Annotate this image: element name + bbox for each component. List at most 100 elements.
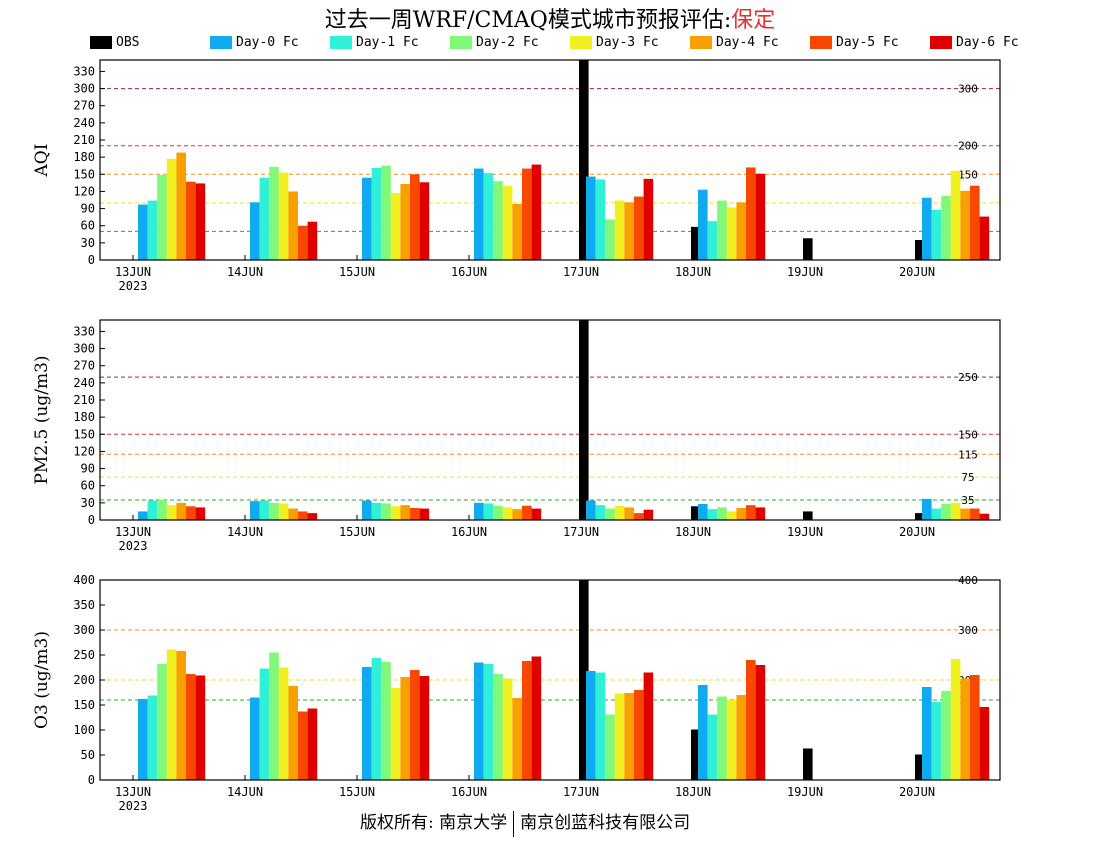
x-tick-label: 18JUN (675, 265, 711, 279)
y-tick-label: 90 (81, 202, 95, 216)
y-tick-label: 330 (73, 324, 95, 338)
legend-swatch (210, 36, 232, 49)
legend-label: Day-6 Fc (956, 35, 1019, 50)
bar-day-0-fc (138, 204, 148, 260)
legend-label: Day-4 Fc (716, 35, 779, 50)
bar-day-4-fc (400, 505, 410, 520)
legend-label: Day-2 Fc (476, 35, 539, 50)
plot-frame (99, 59, 1001, 261)
bar-day-6-fc (531, 656, 542, 780)
bar-obs (691, 226, 701, 260)
bar-day-5-fc (186, 674, 196, 780)
x-tick-label: 13JUN (115, 525, 151, 539)
bar-day-0-fc (474, 662, 484, 780)
bar-day-0-fc (474, 502, 484, 520)
bar-day-3-fc (502, 185, 513, 260)
y-tick-label: 60 (81, 219, 95, 233)
bar-day-4-fc (512, 698, 522, 780)
y-tick-label: 200 (73, 673, 95, 687)
bar-day-4-fc (736, 695, 746, 780)
bar-day-2-fc (493, 181, 503, 260)
bar-day-0-fc (586, 176, 596, 260)
bar-day-3-fc (166, 649, 177, 780)
legend-swatch (450, 36, 472, 49)
bar-day-6-fc (643, 672, 654, 780)
bar-day-5-fc (298, 225, 308, 260)
bar-day-6-fc (979, 707, 990, 780)
legend-item-day-0-fc: Day-0 Fc (210, 35, 299, 51)
bar-day-0-fc (138, 511, 148, 520)
legend-swatch (330, 36, 352, 49)
y-tick-label: 300 (73, 342, 95, 356)
bar-obs (803, 748, 813, 780)
bar-day-5-fc (634, 196, 644, 260)
x-tick-label: 20JUN (899, 265, 935, 279)
footer-company: 南京创蓝科技有限公司 (520, 813, 691, 833)
reference-line-label: 150 (958, 428, 978, 441)
bar-day-1-fc (483, 173, 494, 260)
bar-day-3-fc (950, 502, 961, 520)
x-tick-label: 13JUN (115, 785, 151, 799)
bar-obs (579, 60, 589, 260)
bar-day-6-fc (195, 183, 206, 260)
bar-day-5-fc (522, 661, 532, 780)
bar-day-1-fc (147, 695, 158, 780)
bar-day-5-fc (186, 181, 196, 260)
bar-day-3-fc (278, 172, 289, 260)
bar-obs (803, 238, 813, 260)
y-axis-label: AQI (32, 144, 52, 178)
x-tick-label: 20JUN (899, 785, 935, 799)
bar-day-2-fc (605, 714, 615, 780)
reference-line-label: 115 (958, 448, 978, 461)
y-tick-label: 210 (73, 393, 95, 407)
bar-day-6-fc (307, 708, 318, 780)
bar-day-4-fc (176, 152, 186, 260)
bar-day-2-fc (717, 507, 727, 520)
bar-day-3-fc (278, 667, 289, 780)
bar-obs (915, 240, 925, 260)
bar-day-2-fc (493, 505, 503, 520)
bar-day-0-fc (586, 500, 596, 520)
bar-obs (579, 580, 589, 780)
bar-day-6-fc (419, 508, 430, 520)
y-axis-label: O3 (ug/m3) (32, 631, 52, 729)
y-tick-label: 400 (73, 573, 95, 587)
plot-frame (99, 319, 1001, 521)
bar-day-6-fc (643, 509, 654, 520)
bar-day-2-fc (157, 664, 167, 780)
x-tick-label: 14JUN (227, 525, 263, 539)
bar-day-2-fc (941, 504, 951, 520)
x-tick-label: 16JUN (451, 265, 487, 279)
chart-title-city: 保定 (731, 8, 776, 33)
bar-day-6-fc (307, 513, 318, 520)
bar-day-3-fc (614, 200, 625, 260)
x-tick-label: 15JUN (339, 265, 375, 279)
bar-day-6-fc (531, 508, 542, 520)
bar-day-6-fc (755, 507, 766, 520)
bar-day-0-fc (698, 189, 708, 260)
legend: OBS Day-0 Fc Day-1 Fc Day-2 Fc Day-3 Fc Day-4… (0, 32, 1100, 54)
legend-item-day-6-fc: Day-6 Fc (930, 35, 1019, 51)
legend-swatch (570, 36, 592, 49)
y-tick-label: 350 (73, 598, 95, 612)
bar-day-4-fc (960, 508, 970, 520)
legend-label: OBS (116, 35, 140, 50)
bar-day-4-fc (736, 508, 746, 520)
year-label: 2023 (119, 279, 148, 293)
x-tick-label: 18JUN (675, 785, 711, 799)
y-tick-label: 180 (73, 150, 95, 164)
bar-day-4-fc (624, 202, 634, 260)
bar-day-0-fc (362, 177, 372, 260)
y-axis-label: PM2.5 (ug/m3) (32, 355, 52, 484)
bar-day-0-fc (698, 504, 708, 520)
year-label: 2023 (119, 539, 148, 553)
bar-day-6-fc (419, 182, 430, 260)
y-tick-label: 150 (73, 698, 95, 712)
bar-day-3-fc (390, 506, 401, 520)
bar-day-0-fc (922, 687, 932, 780)
bar-day-0-fc (250, 202, 260, 260)
bar-day-2-fc (381, 165, 391, 260)
bar-day-3-fc (726, 700, 737, 780)
x-tick-label: 17JUN (563, 525, 599, 539)
